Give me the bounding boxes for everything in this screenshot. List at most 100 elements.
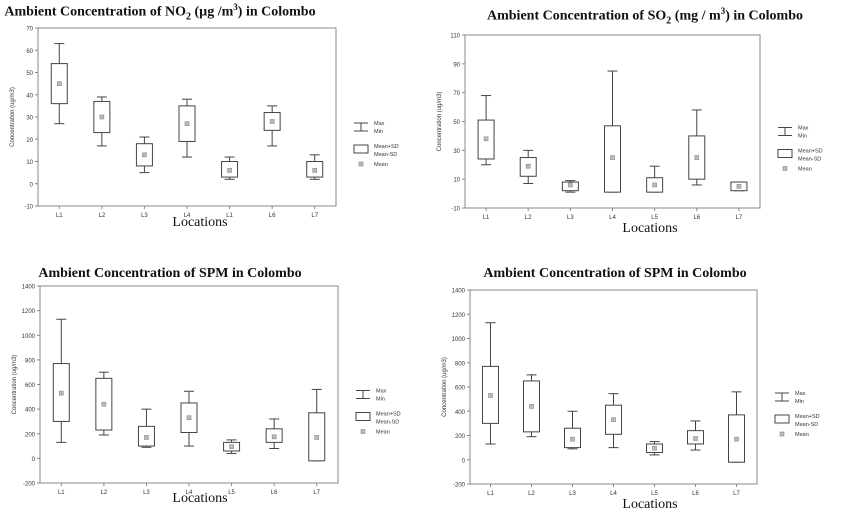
x-tick-label: L1	[483, 215, 490, 221]
spm-chart-panel-left: Ambient Concentration of SPM in Colombo …	[0, 262, 430, 528]
x-tick-label: L4	[609, 215, 616, 221]
mean-marker	[269, 119, 275, 124]
y-tick-label: 90	[453, 62, 460, 68]
legend-mean-icon	[782, 166, 788, 171]
y-tick-label: 1400	[22, 285, 36, 291]
x-tick-label: L3	[143, 490, 150, 496]
mean-marker	[693, 436, 698, 441]
y-tick-label: 60	[26, 49, 33, 55]
x-tick-label: L1	[58, 490, 65, 496]
y-tick-label: 0	[30, 182, 34, 188]
mean-marker	[229, 444, 234, 449]
mean-marker	[568, 182, 573, 188]
legend-min-label: Min	[795, 399, 804, 405]
x-tick-label: L6	[271, 490, 278, 496]
y-axis-label: Concentration (ug/m3)	[12, 355, 18, 415]
legend-mean-icon	[360, 429, 366, 434]
x-tick-label: L6	[692, 491, 699, 497]
y-tick-label: 50	[453, 120, 460, 126]
plot-frame	[39, 285, 339, 484]
mean-marker	[529, 404, 534, 409]
box-plot: -200 0 200 400 600 800 1000 1200 1400 Concentrati…	[442, 289, 820, 498]
mean-marker	[312, 168, 318, 173]
mean-marker	[186, 415, 192, 421]
y-tick-label: 400	[25, 408, 36, 414]
y-tick-label: 1200	[452, 313, 466, 319]
legend-mean-icon	[358, 161, 364, 167]
x-tick-label: L3	[141, 213, 148, 219]
y-tick-label: -10	[451, 207, 460, 213]
legend-sd-plus-label: Mean+SD	[376, 412, 401, 418]
x-tick-label: L7	[313, 490, 320, 496]
x-tick-label: L2	[528, 491, 535, 497]
y-axis-label: Concentration (ug/m3)	[442, 357, 448, 417]
mean-marker	[610, 155, 615, 160]
x-tick-label: L6	[693, 215, 700, 221]
y-tick-label: 70	[453, 91, 460, 97]
legend-max-label: Max	[795, 391, 806, 397]
mean-marker	[483, 136, 489, 142]
y-tick-label: 600	[455, 386, 466, 392]
y-tick-label: 30	[453, 149, 460, 155]
x-axis-label: Locations	[172, 215, 228, 230]
x-tick-label: L4	[186, 490, 193, 496]
x-tick-label: L4	[184, 213, 191, 219]
x-tick-label: L2	[525, 215, 532, 221]
legend-box-icon	[353, 144, 369, 154]
x-tick-label: L5	[228, 490, 235, 496]
legend-box-icon	[355, 412, 371, 421]
x-tick-label: L1	[56, 213, 63, 219]
y-tick-label: 0	[462, 458, 466, 464]
y-tick-label: 600	[25, 383, 36, 389]
legend-sd-plus-label: Mean+SD	[798, 149, 823, 155]
legend-max-label: Max	[798, 126, 809, 132]
legend-mean-label: Mean	[376, 430, 390, 436]
legend-max-label: Max	[374, 121, 385, 127]
x-tick-label: L1	[487, 491, 494, 497]
x-tick-label: L7	[736, 215, 743, 221]
y-tick-label: 200	[25, 432, 36, 438]
legend-sd-minus-label: Mean-SD	[798, 157, 821, 163]
x-tick-label: L2	[101, 490, 108, 496]
x-tick-label: L4	[610, 491, 617, 497]
legend-box-icon	[777, 149, 793, 158]
y-tick-label: 800	[455, 361, 466, 367]
x-tick-label: L5	[651, 491, 658, 497]
mean-marker	[227, 168, 232, 173]
chart-title: Ambient Concentration of SPM in Colombo	[483, 266, 747, 281]
y-tick-label: 200	[455, 434, 466, 440]
mean-marker	[652, 182, 657, 188]
mean-marker	[734, 436, 739, 442]
x-tick-label: L2	[99, 213, 106, 219]
legend-min-label: Min	[374, 129, 383, 135]
x-axis-label: Locations	[622, 221, 678, 236]
x-tick-label: L3	[569, 491, 576, 497]
legend-min-label: Min	[376, 397, 385, 403]
chart-title: Ambient Concentration of NO2 (µg /m3) in…	[4, 2, 316, 23]
mean-marker	[101, 401, 107, 407]
y-tick-label: -200	[453, 483, 466, 489]
legend-mean-label: Mean	[795, 432, 809, 438]
mean-marker	[736, 184, 742, 189]
mean-marker	[694, 155, 700, 160]
legend-box-icon	[774, 414, 790, 424]
y-tick-label: 40	[26, 93, 33, 99]
legend-mean-icon	[779, 431, 785, 437]
no2-chart-panel: Ambient Concentration of NO2 (µg /m3) in…	[0, 0, 430, 260]
mean-marker	[184, 121, 190, 126]
y-tick-label: 70	[26, 27, 33, 33]
x-tick-label: L5	[651, 215, 658, 221]
mean-marker	[570, 436, 575, 442]
y-tick-label: 30	[26, 116, 33, 122]
box-plot: -10 10 30 50 70 90 110 Concentration (ug/m3) L1 L…	[437, 34, 823, 222]
y-tick-label: 800	[25, 358, 36, 364]
x-tick-label: L7	[733, 491, 740, 497]
legend-sd-minus-label: Mean-SD	[795, 422, 818, 428]
x-tick-label: L1	[226, 213, 233, 219]
x-tick-label: L3	[567, 215, 574, 221]
mean-marker	[488, 393, 493, 398]
x-axis-label: Locations	[622, 497, 678, 512]
y-tick-label: 1000	[452, 337, 466, 343]
y-tick-label: -10	[24, 205, 33, 211]
box-plot: -200 0 200 400 600 800 1000 1200 1400 Concentrati…	[12, 285, 401, 497]
